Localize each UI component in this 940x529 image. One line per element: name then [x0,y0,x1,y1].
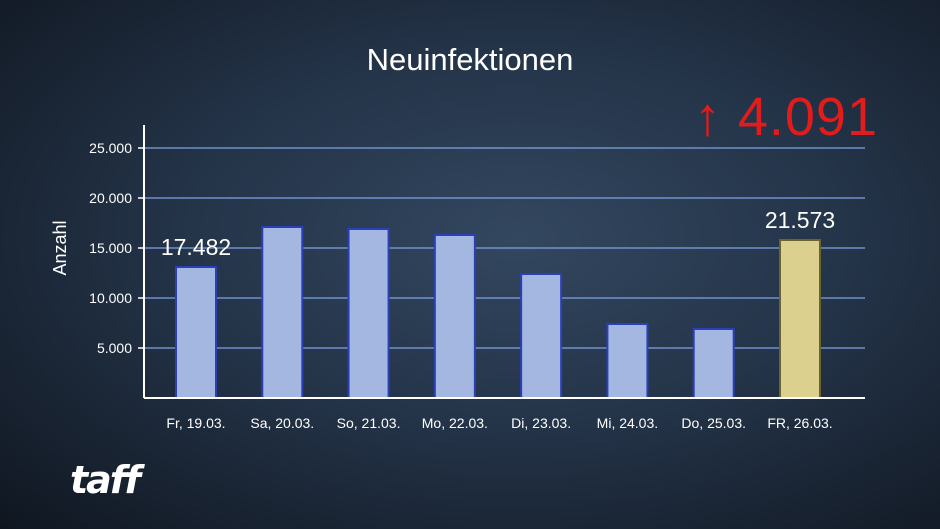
labels: 5.000 10.000 15.000 20.000 25.000 Fr, 19.03. 1… [89,140,835,431]
x-tick-label: Do, 25.03. [681,415,746,431]
y-tick-label: 5.000 [97,340,132,356]
gridlines [144,147,865,349]
y-tick-label: 20.000 [89,190,132,206]
y-axis-label: Anzahl [50,220,70,275]
x-tick-label: FR, 26.03. [767,415,832,431]
bar [261,226,304,399]
bars [175,226,821,399]
taff-logo: taff [70,458,141,502]
x-tick-label: Sa, 20.03. [250,415,314,431]
data-label: 17.482 [161,234,231,260]
chart-title: Neuinfektionen [366,42,574,77]
increase-annotation: ↑ 4.091 [693,87,878,147]
bar [175,266,217,399]
bar [779,239,821,399]
x-tick-label: Mi, 24.03. [597,415,658,431]
bar [520,273,563,399]
bar [347,228,390,399]
data-label: 21.573 [765,207,835,233]
bar [692,328,735,399]
x-tick-label: Fr, 19.03. [166,415,225,431]
bar [433,234,476,399]
x-tick-label: Mo, 22.03. [422,415,488,431]
x-tick-label: So, 21.03. [337,415,401,431]
bar [606,323,649,399]
x-tick-label: Di, 23.03. [511,415,571,431]
y-tick-label: 25.000 [89,140,132,156]
y-tick-label: 15.000 [89,240,132,256]
y-tick-label: 10.000 [89,290,132,306]
axes [138,125,865,399]
